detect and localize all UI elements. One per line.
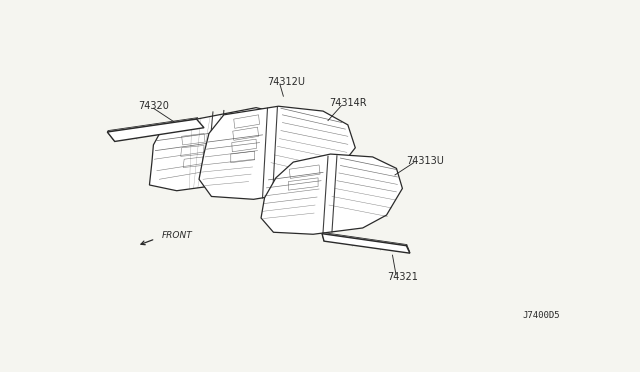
Polygon shape (322, 232, 407, 246)
Text: 74314R: 74314R (330, 98, 367, 108)
Text: 74313U: 74313U (406, 155, 444, 166)
Polygon shape (150, 108, 308, 191)
Text: 74320: 74320 (138, 101, 170, 111)
Polygon shape (322, 234, 410, 253)
Polygon shape (199, 106, 355, 199)
Polygon shape (196, 118, 204, 128)
Polygon shape (108, 131, 115, 141)
Text: FRONT: FRONT (162, 231, 193, 240)
Polygon shape (322, 232, 324, 241)
Polygon shape (406, 244, 410, 253)
Polygon shape (261, 154, 403, 234)
Text: J7400D5: J7400D5 (522, 311, 560, 320)
Text: 74312U: 74312U (268, 77, 305, 87)
Polygon shape (108, 119, 204, 141)
Polygon shape (108, 118, 198, 132)
Text: 74321: 74321 (388, 272, 419, 282)
